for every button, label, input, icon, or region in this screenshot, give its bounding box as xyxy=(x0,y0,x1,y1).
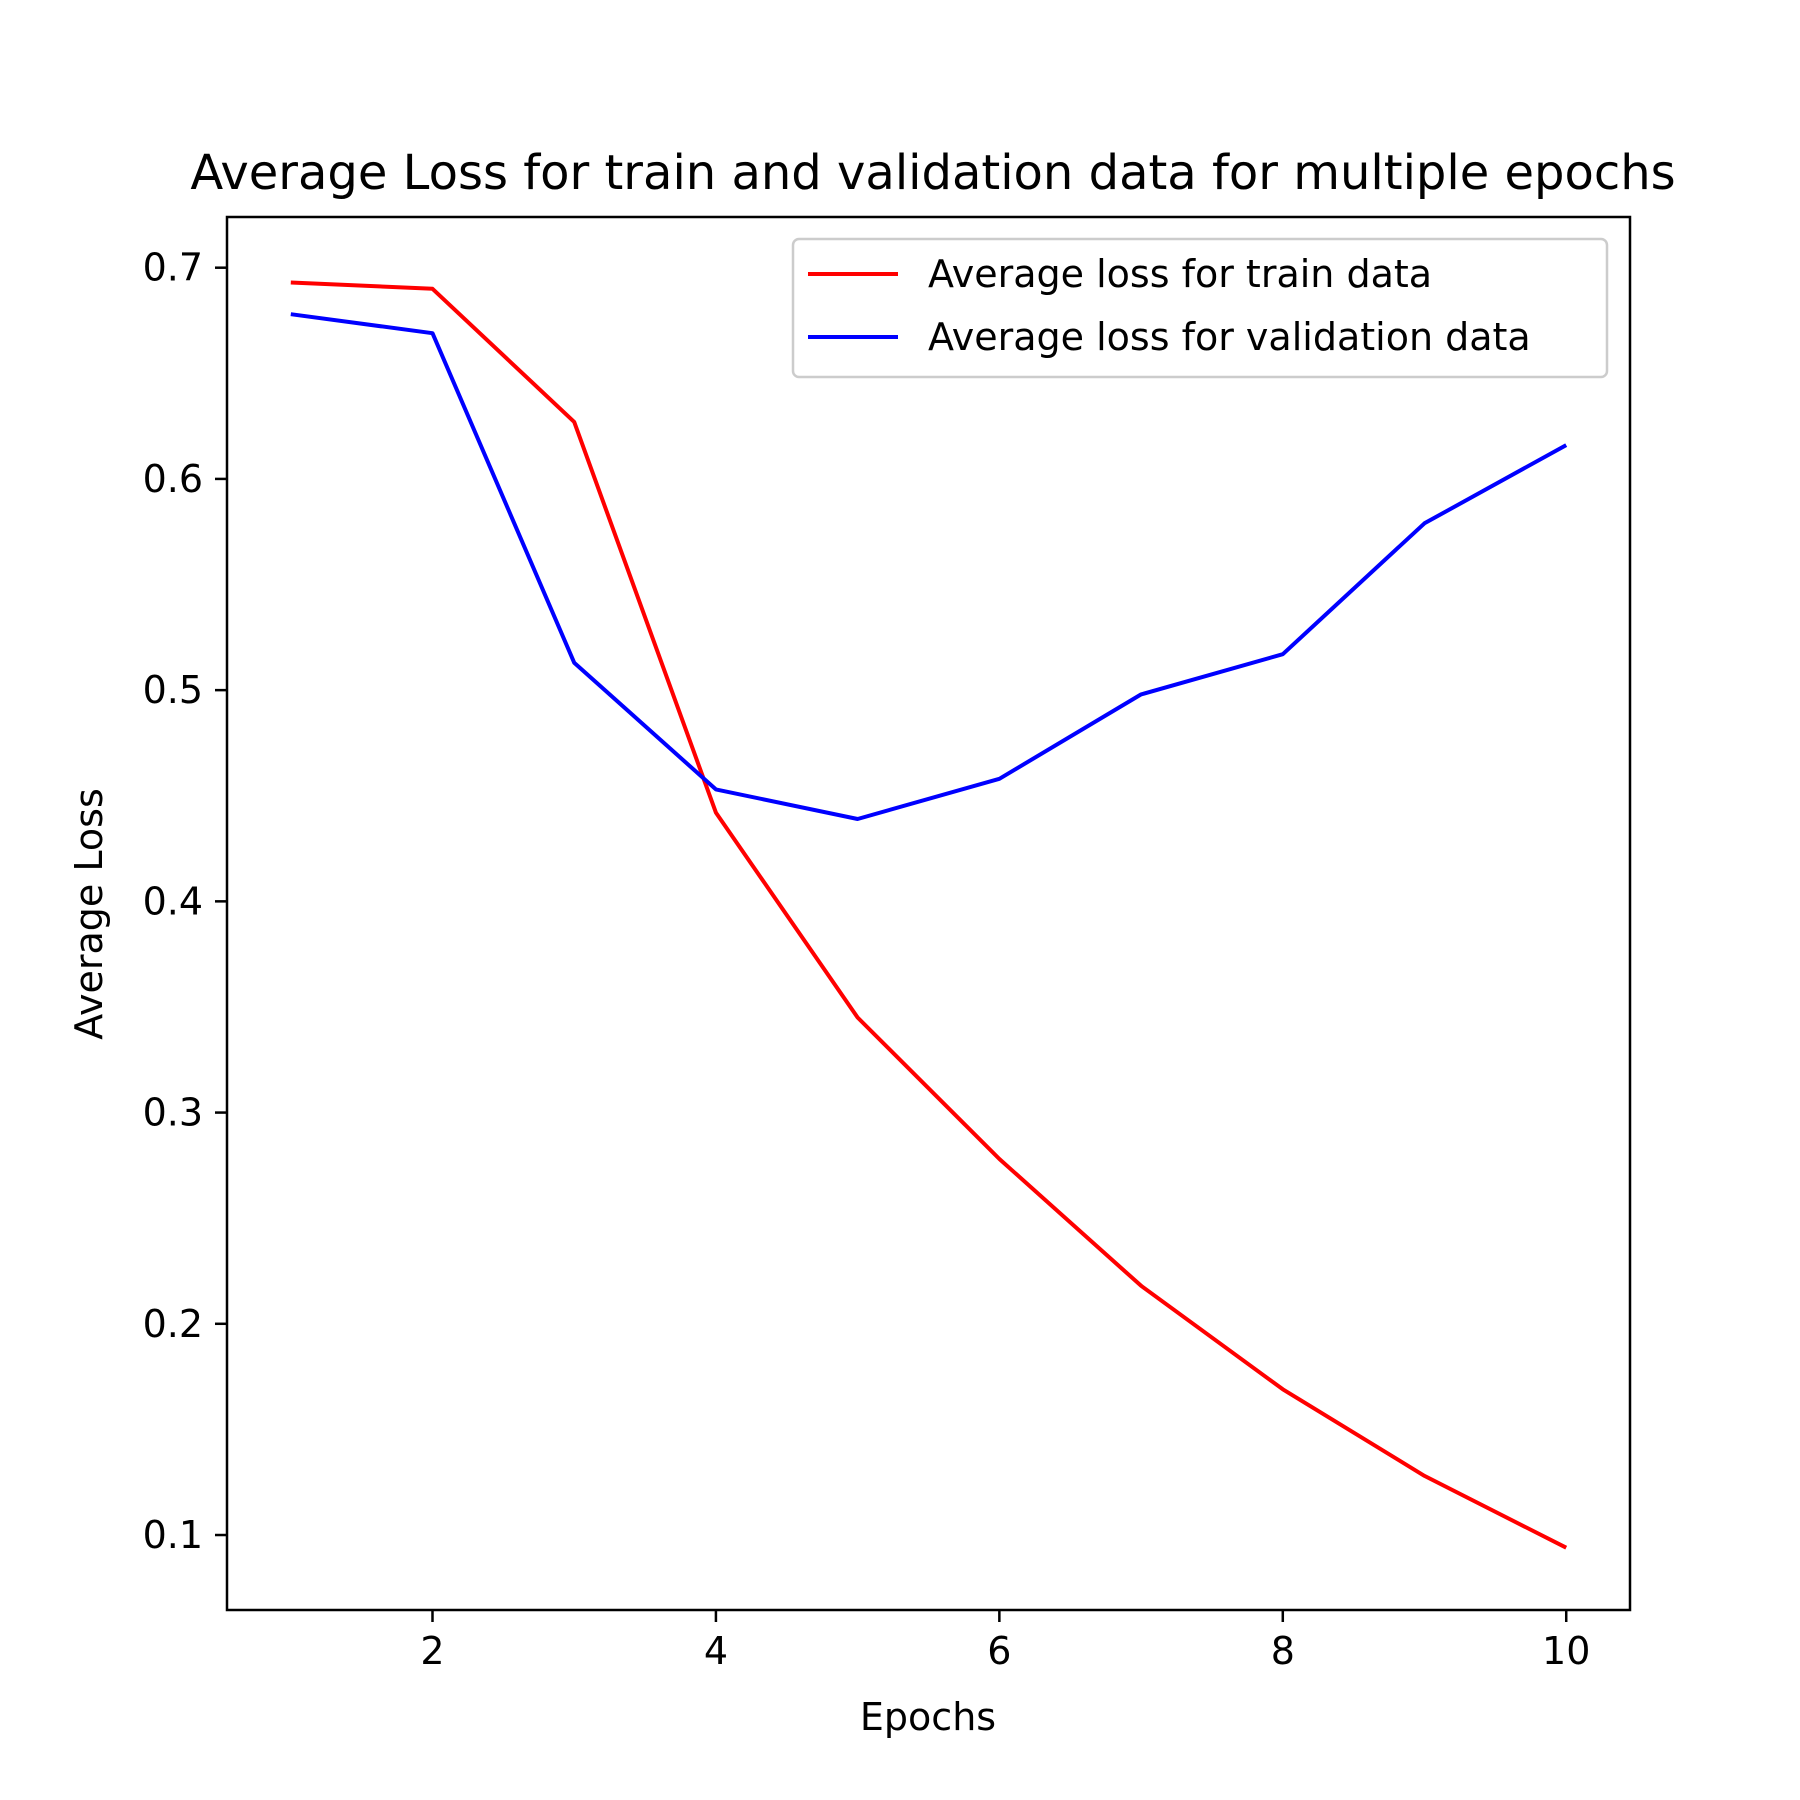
legend-box xyxy=(791,237,1609,379)
legend-label-validation: Average loss for validation data xyxy=(928,315,1531,359)
x-axis-label: Epochs xyxy=(860,1695,996,1739)
y-tick-label: 0.5 xyxy=(143,668,203,712)
plot-area xyxy=(290,280,1568,1550)
plot-frame xyxy=(225,215,1632,1612)
y-tick-label: 0.3 xyxy=(143,1091,203,1135)
legend-label-train: Average loss for train data xyxy=(928,252,1432,296)
x-tick-label: 8 xyxy=(1271,1629,1295,1673)
y-tick-label: 0.4 xyxy=(143,879,203,923)
x-tick-label: 4 xyxy=(704,1629,728,1673)
legend: Average loss for train data Average loss… xyxy=(791,237,1609,379)
y-axis-label: Average Loss xyxy=(67,788,111,1039)
y-tick-label: 0.2 xyxy=(143,1302,203,1346)
x-tick-label: 6 xyxy=(987,1629,1011,1673)
x-axis-ticks: 2 4 6 8 10 xyxy=(420,1610,1590,1673)
y-axis-ticks: 0.1 0.2 0.3 0.4 0.5 0.6 0.7 xyxy=(143,246,227,1557)
series-line-validation xyxy=(290,312,1568,821)
x-tick-label: 10 xyxy=(1542,1629,1590,1673)
chart-title: Average Loss for train and validation da… xyxy=(190,145,1675,201)
x-tick-label: 2 xyxy=(420,1629,444,1673)
y-tick-label: 0.6 xyxy=(143,457,203,501)
series-line-train xyxy=(290,280,1568,1550)
y-tick-label: 0.1 xyxy=(143,1513,203,1557)
y-tick-label: 0.7 xyxy=(143,246,203,290)
